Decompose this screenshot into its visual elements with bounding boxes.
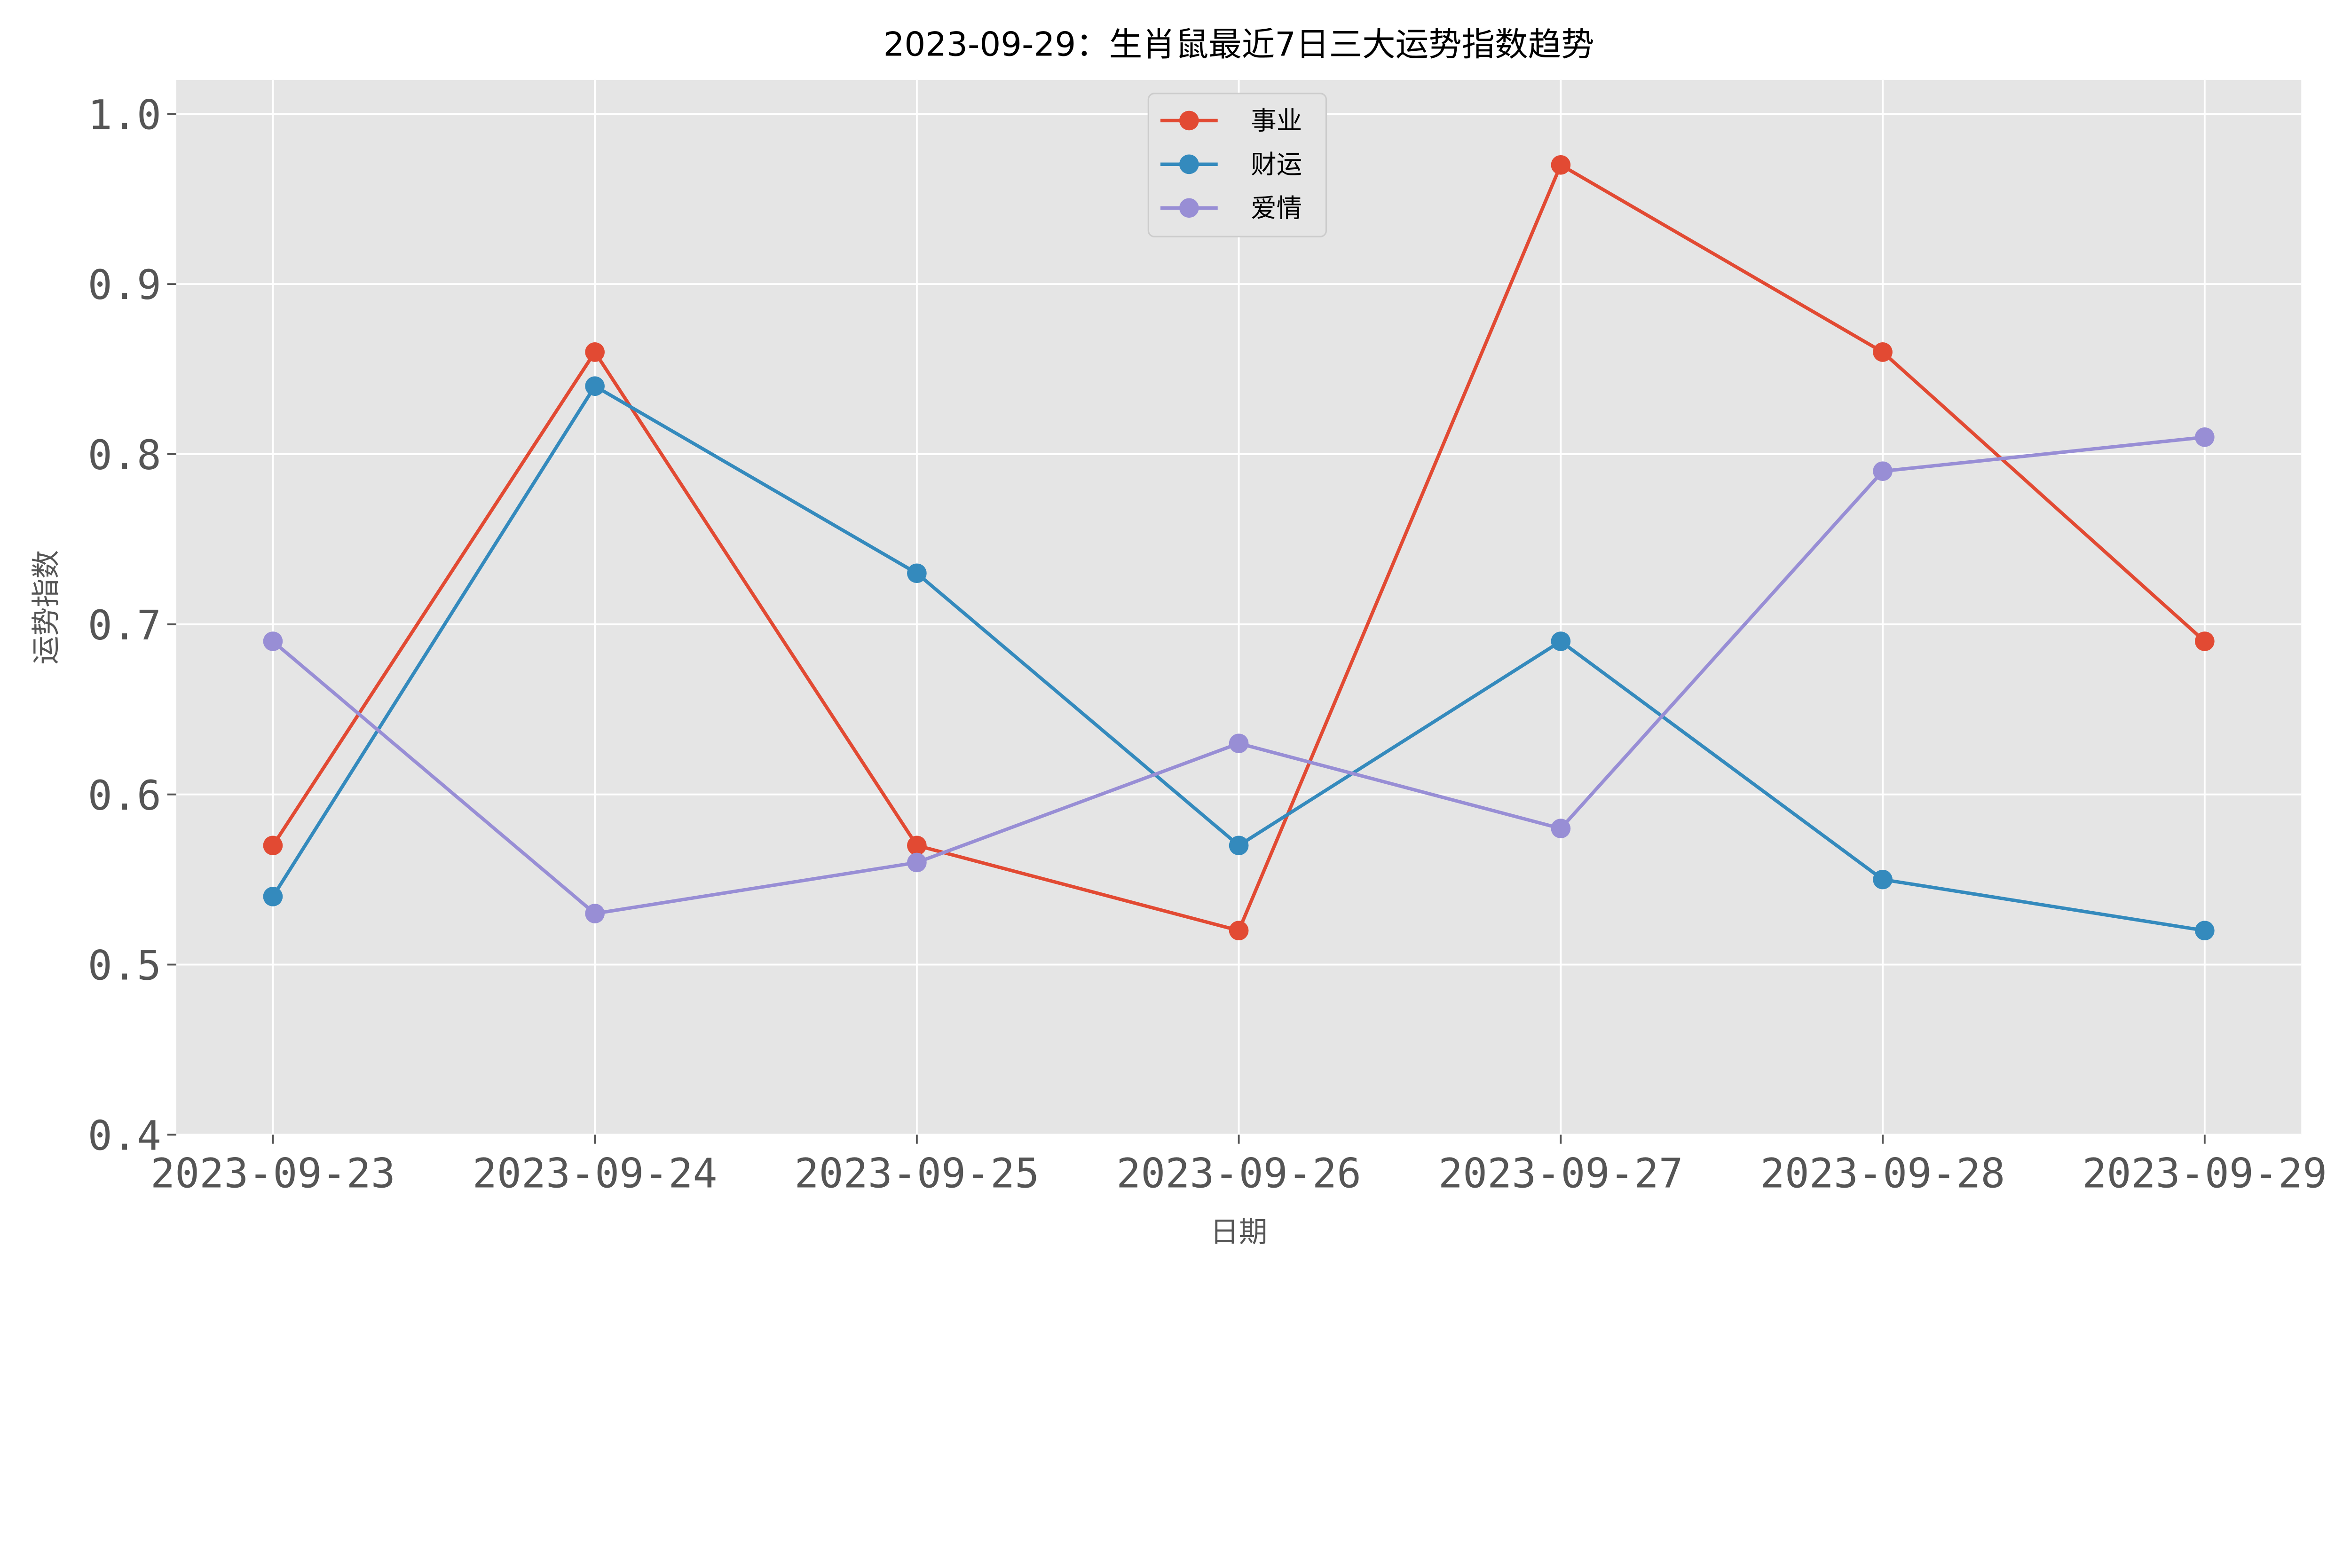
data-point — [585, 342, 605, 362]
data-point — [1551, 631, 1571, 651]
y-tick-label: 0.8 — [88, 432, 161, 479]
line-chart: 2023-09-23 2023-09-24 2023-09-25 2023-09-26… — [30, 25, 2327, 1249]
y-tick-label: 0.6 — [88, 772, 161, 819]
y-tick-label: 0.5 — [88, 943, 161, 990]
x-tick-label: 2023-09-25 — [794, 1150, 1039, 1198]
x-axis-label: 日期 — [1210, 1215, 1268, 1249]
data-point — [2194, 921, 2215, 941]
x-tick-label: 2023-09-29 — [2082, 1150, 2327, 1198]
data-point — [1551, 819, 1571, 838]
y-tick-label: 0.4 — [88, 1113, 161, 1160]
data-point — [263, 887, 283, 906]
x-ticks: 2023-09-23 2023-09-24 2023-09-25 2023-09-26… — [150, 1135, 2327, 1198]
x-tick-label: 2023-09-24 — [473, 1150, 718, 1198]
data-point — [263, 631, 283, 651]
data-point — [585, 904, 605, 923]
legend-marker — [1179, 198, 1199, 218]
data-point — [1229, 835, 1249, 856]
data-point — [907, 563, 927, 583]
data-point — [907, 852, 927, 873]
x-tick-label: 2023-09-27 — [1438, 1150, 1683, 1198]
y-tick-label: 0.9 — [88, 262, 161, 309]
legend-label: 爱情 — [1251, 193, 1302, 223]
x-tick-label: 2023-09-23 — [150, 1150, 395, 1198]
x-tick-label: 2023-09-26 — [1116, 1150, 1361, 1198]
data-point — [1873, 869, 1893, 890]
data-point — [1873, 461, 1893, 481]
y-tick-label: 1.0 — [88, 92, 161, 139]
y-axis-label: 运势指数 — [30, 550, 63, 665]
data-point — [2194, 631, 2215, 651]
legend-label: 事业 — [1251, 106, 1302, 136]
data-point — [907, 835, 927, 856]
legend-label: 财运 — [1251, 150, 1302, 180]
y-tick-label: 0.7 — [88, 602, 161, 649]
data-point — [1229, 733, 1249, 753]
data-point — [1229, 921, 1249, 941]
legend-marker — [1179, 154, 1199, 174]
data-point — [1873, 342, 1893, 362]
data-point — [263, 835, 283, 856]
series-lines — [263, 155, 2215, 941]
data-point — [1551, 155, 1571, 175]
x-tick-label: 2023-09-28 — [1760, 1150, 2005, 1198]
data-point — [585, 376, 605, 396]
data-point — [2194, 427, 2215, 447]
legend-marker — [1179, 110, 1199, 131]
y-ticks: 0.4 0.5 0.6 0.7 0.8 0.9 1.0 — [88, 92, 177, 1160]
chart-title: 2023-09-29：生肖鼠最近7日三大运势指数趋势 — [884, 25, 1594, 64]
